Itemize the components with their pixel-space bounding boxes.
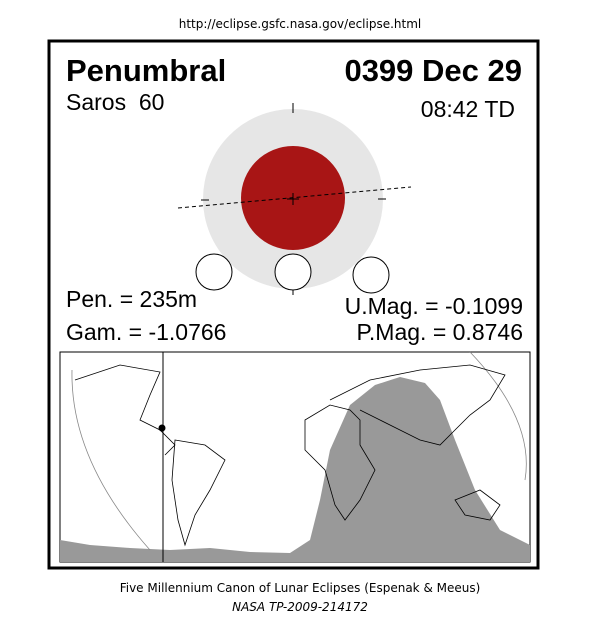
penumbral-duration: Pen. = 235m [66,286,197,312]
source-url: http://eclipse.gsfc.nasa.gov/eclipse.htm… [179,17,422,31]
eclipse-type: Penumbral [66,53,226,88]
footer-reference: NASA TP-2009-214172 [232,600,368,614]
time: 08:42 TD [421,96,515,122]
eclipse-geometry [177,103,412,295]
penumbral-magnitude: P.Mag. = 0.8746 [357,319,523,345]
eclipse-date: 0399 Dec 29 [344,53,522,88]
footer-title: Five Millennium Canon of Lunar Eclipses … [120,581,481,595]
gamma: Gam. = -1.0766 [66,319,226,345]
umbral-magnitude: U.Mag. = -0.1099 [345,293,523,319]
world-map [59,351,531,563]
saros: Saros 60 [66,89,164,115]
